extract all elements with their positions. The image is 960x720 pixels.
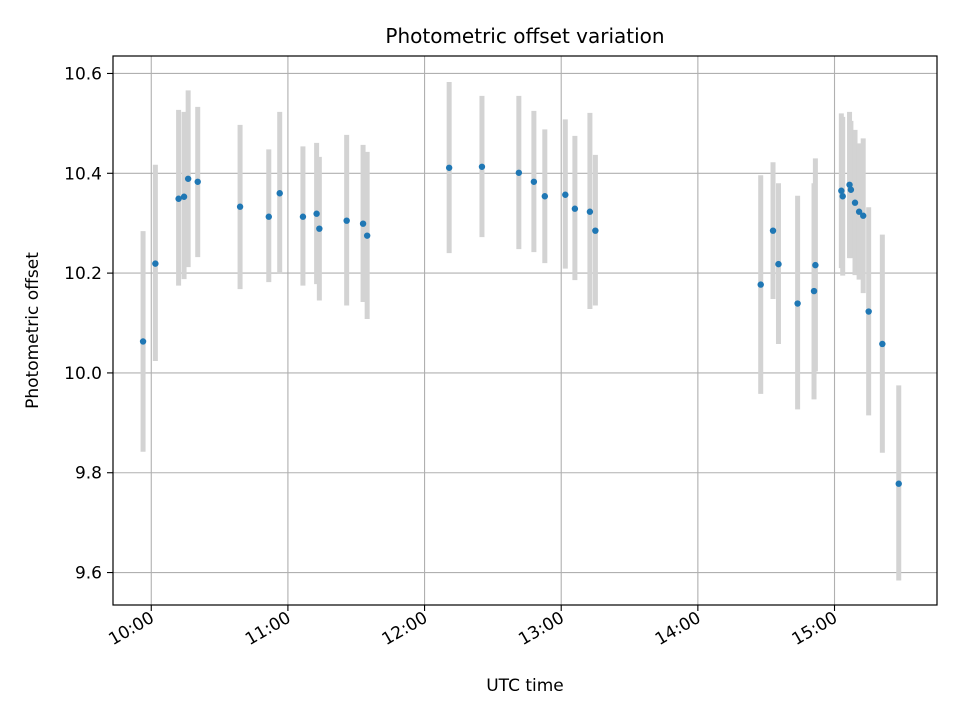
y-axis-ticks: 9.6 9.8 10.0 10.2 10.4 10.6 — [64, 64, 113, 584]
data-points — [139, 163, 902, 487]
data-point — [359, 220, 367, 227]
x-axis-label: UTC time — [486, 676, 564, 696]
data-point — [846, 181, 853, 188]
plot-frame — [112, 55, 938, 606]
y-tick-label: 10.0 — [64, 364, 102, 384]
data-point — [865, 308, 872, 315]
data-point — [194, 178, 201, 185]
data-point — [851, 199, 859, 206]
data-point — [586, 208, 594, 215]
data-point — [445, 164, 453, 171]
data-point — [769, 227, 777, 234]
data-point — [515, 169, 523, 176]
data-point — [775, 260, 782, 268]
data-point — [276, 190, 283, 197]
y-axis-label: Photometric offset — [23, 252, 43, 409]
data-point — [265, 213, 272, 220]
data-point — [794, 300, 801, 307]
data-point — [757, 281, 764, 288]
data-point — [152, 260, 159, 267]
data-point — [478, 163, 486, 170]
data-point — [180, 193, 188, 200]
data-point — [838, 187, 845, 194]
data-point — [184, 175, 192, 182]
data-point — [236, 203, 244, 210]
data-point — [299, 213, 307, 220]
data-point — [343, 217, 350, 224]
data-point — [316, 225, 323, 232]
y-tick-label: 10.4 — [64, 164, 102, 184]
data-point — [812, 261, 819, 269]
data-point — [879, 340, 886, 348]
y-tick-label: 10.6 — [64, 64, 102, 84]
data-point — [592, 227, 599, 234]
data-point — [541, 193, 549, 200]
data-point — [363, 232, 371, 239]
y-tick-label: 9.6 — [75, 564, 102, 584]
data-point — [847, 186, 855, 193]
data-point — [175, 195, 182, 202]
data-point — [860, 212, 867, 219]
chart-title: Photometric offset variation — [385, 24, 664, 48]
y-tick-label: 10.2 — [64, 264, 102, 284]
data-point — [895, 480, 902, 487]
data-point — [313, 210, 320, 217]
data-point — [571, 205, 579, 212]
data-point — [139, 338, 147, 345]
data-point — [562, 191, 569, 198]
data-point — [839, 193, 846, 200]
data-point — [530, 178, 538, 185]
data-point — [855, 208, 863, 215]
data-point — [810, 287, 818, 295]
y-tick-label: 9.8 — [75, 464, 102, 484]
